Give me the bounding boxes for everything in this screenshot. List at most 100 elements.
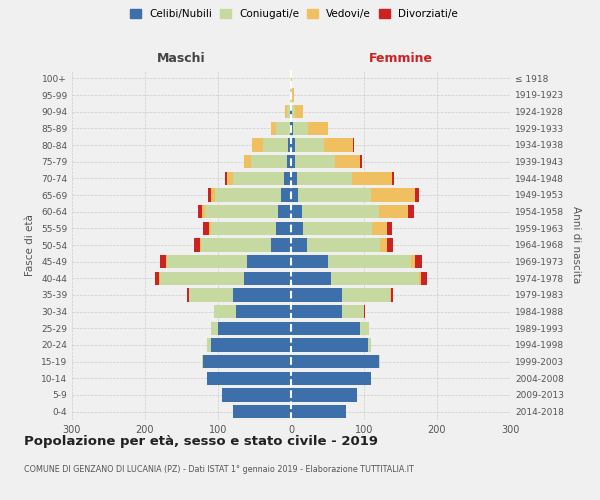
Bar xyxy=(291,72,292,85)
Bar xyxy=(302,205,379,218)
Bar xyxy=(205,205,278,218)
Bar xyxy=(208,188,211,202)
Bar xyxy=(203,355,291,368)
Bar xyxy=(361,322,369,335)
Bar xyxy=(215,188,281,202)
Bar xyxy=(227,172,233,185)
Bar xyxy=(419,272,421,285)
Bar xyxy=(209,222,211,235)
Bar xyxy=(290,122,291,135)
Bar xyxy=(295,105,302,118)
Text: Femmine: Femmine xyxy=(368,52,433,65)
Bar xyxy=(263,138,288,151)
Bar xyxy=(421,272,427,285)
Bar xyxy=(331,272,419,285)
Bar xyxy=(218,322,291,335)
Bar xyxy=(233,288,291,302)
Bar xyxy=(295,138,324,151)
Bar xyxy=(202,205,205,218)
Bar xyxy=(277,222,291,235)
Bar xyxy=(408,205,413,218)
Bar xyxy=(291,355,379,368)
Bar xyxy=(392,172,394,185)
Bar xyxy=(372,222,386,235)
Bar xyxy=(379,205,408,218)
Bar xyxy=(292,105,295,118)
Bar xyxy=(371,188,415,202)
Bar xyxy=(361,155,362,168)
Bar xyxy=(291,255,328,268)
Bar xyxy=(214,305,236,318)
Bar xyxy=(291,222,302,235)
Bar xyxy=(290,88,291,102)
Bar xyxy=(287,155,291,168)
Bar xyxy=(167,255,247,268)
Bar xyxy=(291,138,295,151)
Y-axis label: Fasce di età: Fasce di età xyxy=(25,214,35,276)
Bar xyxy=(290,105,291,118)
Bar xyxy=(302,222,372,235)
Bar xyxy=(352,172,392,185)
Bar xyxy=(278,205,291,218)
Bar xyxy=(160,272,244,285)
Bar xyxy=(207,372,291,385)
Bar xyxy=(187,288,189,302)
Bar xyxy=(412,255,415,268)
Bar xyxy=(291,238,307,252)
Bar xyxy=(244,272,291,285)
Bar xyxy=(207,338,211,351)
Bar xyxy=(198,205,202,218)
Bar xyxy=(291,338,368,351)
Bar xyxy=(291,305,342,318)
Bar xyxy=(226,172,227,185)
Bar xyxy=(291,172,297,185)
Text: Maschi: Maschi xyxy=(157,52,206,65)
Y-axis label: Anni di nascita: Anni di nascita xyxy=(571,206,581,284)
Bar xyxy=(202,355,203,368)
Bar xyxy=(388,238,393,252)
Bar xyxy=(160,255,166,268)
Bar xyxy=(194,238,200,252)
Bar xyxy=(291,188,298,202)
Bar xyxy=(308,122,328,135)
Bar xyxy=(166,255,167,268)
Bar xyxy=(281,188,291,202)
Bar xyxy=(247,255,291,268)
Bar xyxy=(285,105,287,118)
Bar xyxy=(291,105,292,118)
Bar xyxy=(298,188,371,202)
Bar xyxy=(293,122,308,135)
Bar xyxy=(221,388,291,402)
Bar xyxy=(291,272,331,285)
Bar xyxy=(236,305,291,318)
Bar xyxy=(342,305,364,318)
Bar xyxy=(291,405,346,418)
Bar xyxy=(291,388,356,402)
Bar xyxy=(159,272,160,285)
Bar xyxy=(297,172,352,185)
Bar xyxy=(291,155,295,168)
Bar xyxy=(271,238,291,252)
Bar xyxy=(295,155,335,168)
Bar xyxy=(307,238,380,252)
Text: Popolazione per età, sesso e stato civile - 2019: Popolazione per età, sesso e stato civil… xyxy=(24,435,378,448)
Bar xyxy=(291,88,292,102)
Bar xyxy=(291,122,293,135)
Bar xyxy=(389,288,391,302)
Bar xyxy=(292,88,294,102)
Bar xyxy=(244,155,251,168)
Legend: Celibi/Nubili, Coniugati/e, Vedovi/e, Divorziati/e: Celibi/Nubili, Coniugati/e, Vedovi/e, Di… xyxy=(126,5,462,24)
Bar xyxy=(335,155,361,168)
Bar xyxy=(277,122,290,135)
Bar xyxy=(342,288,389,302)
Bar xyxy=(353,138,354,151)
Bar xyxy=(386,222,392,235)
Bar xyxy=(328,255,412,268)
Bar xyxy=(211,222,277,235)
Bar xyxy=(200,238,201,252)
Bar xyxy=(201,238,271,252)
Bar xyxy=(368,338,371,351)
Bar xyxy=(379,355,380,368)
Bar xyxy=(380,238,388,252)
Bar xyxy=(233,405,291,418)
